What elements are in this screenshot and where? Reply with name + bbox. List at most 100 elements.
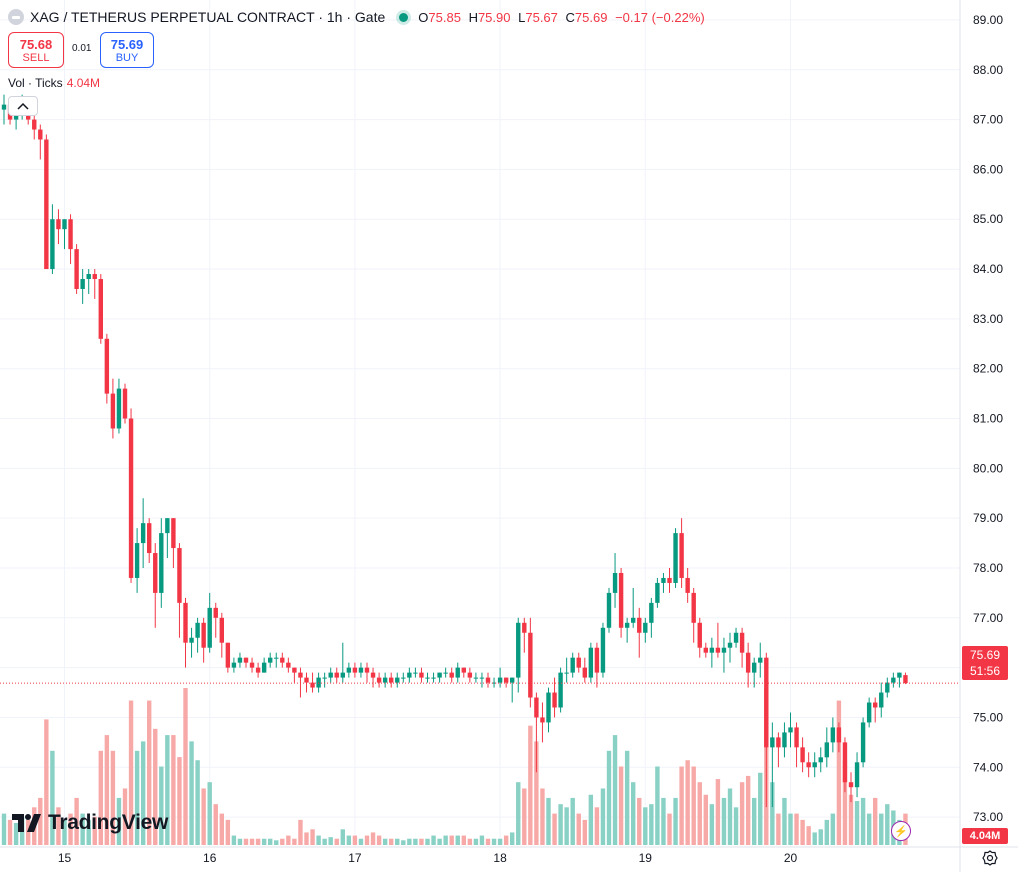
candle-body (848, 782, 854, 788)
candle-body (552, 692, 557, 708)
volume-bar (268, 838, 273, 845)
candle-body (134, 543, 140, 578)
volume-legend[interactable]: Vol · Ticks 4.04M (8, 76, 100, 90)
gear-icon[interactable] (982, 850, 998, 866)
volume-bar (866, 813, 872, 845)
candle-body (255, 667, 261, 673)
tradingview-logo[interactable]: TradingView (12, 811, 168, 835)
candle-body (643, 622, 648, 633)
candle-body (44, 139, 49, 270)
volume-bar (721, 797, 727, 845)
price-tick-label: 89.00 (973, 13, 1003, 27)
last-price-tag: 75.69 51:56 (962, 646, 1008, 680)
candle-body (165, 518, 170, 534)
candle-body (382, 677, 388, 683)
candle-body (177, 548, 182, 603)
volume-bar (219, 813, 224, 845)
candle-body (673, 533, 678, 583)
volume-bar (159, 766, 164, 845)
candle-body (594, 647, 600, 673)
candle-body (685, 577, 690, 593)
close-key: C (565, 9, 575, 25)
candle-body (830, 727, 836, 743)
volume-bar (806, 826, 811, 845)
volume-bar (770, 782, 775, 845)
volume-bar (74, 797, 79, 845)
candle-body (304, 677, 309, 683)
volume-bar (401, 840, 406, 845)
buy-button[interactable]: 75.69 BUY (100, 32, 154, 68)
candle-body (449, 672, 454, 678)
symbol-title[interactable]: XAG / TETHERUS PERPETUAL CONTRACT · 1h ·… (30, 9, 386, 25)
volume-bar (612, 735, 618, 845)
price-tick-label: 79.00 (973, 511, 1003, 525)
candle-body (818, 757, 823, 763)
candle-body (110, 393, 116, 429)
volume-bar (140, 741, 146, 845)
candle-body (703, 647, 708, 653)
candle-body (268, 657, 273, 663)
volume-bar (552, 813, 557, 845)
volume-bar (443, 835, 448, 845)
candle-body (116, 388, 122, 429)
volume-bar (455, 835, 460, 845)
sell-label: SELL (22, 51, 50, 64)
volume-bar (467, 838, 473, 845)
candle-body (431, 677, 436, 679)
lightning-icon[interactable]: ⚡ (891, 821, 911, 841)
candle-body (758, 657, 763, 663)
volume-bar (782, 797, 787, 845)
price-tick-label: 85.00 (973, 212, 1003, 226)
candle-body (140, 523, 146, 544)
symbol-logo-icon (8, 9, 24, 25)
time-axis[interactable]: 15 16 17 18 19 20 (58, 851, 798, 865)
price-tick-label: 74.00 (973, 760, 1003, 774)
volume-bar (679, 766, 684, 845)
price-axis[interactable]: 73.0074.0075.0076.0077.0078.0079.0080.00… (973, 13, 1003, 824)
volume-bar (606, 750, 612, 845)
candle-body (419, 672, 424, 678)
volume-bar (389, 838, 394, 845)
chevron-up-icon (17, 102, 29, 110)
price-tick-label: 88.00 (973, 63, 1003, 77)
volume-bar (800, 819, 805, 845)
chart-header: XAG / TETHERUS PERPETUAL CONTRACT · 1h ·… (8, 8, 709, 26)
buy-price: 75.69 (110, 36, 144, 52)
volume-bar (522, 788, 527, 845)
candle-body (606, 592, 612, 628)
candle-body (50, 219, 55, 270)
candle-body (401, 677, 406, 679)
candle-body (637, 617, 642, 633)
volume-bar (274, 840, 279, 845)
candle-body (389, 677, 394, 683)
market-status-icon[interactable] (399, 12, 409, 22)
volume-bar (50, 750, 55, 845)
sell-button[interactable]: 75.68 SELL (8, 32, 64, 68)
volume-bar (147, 700, 152, 845)
candle-body (189, 637, 194, 643)
candle-body (860, 722, 866, 763)
candle-body (624, 622, 630, 628)
volume-bar (68, 813, 73, 845)
candle-body (147, 523, 152, 554)
volume-bar (237, 838, 243, 845)
candle-body (92, 274, 97, 280)
open-value: 75.85 (428, 9, 461, 25)
volume-bar (794, 813, 799, 845)
volume-bar (510, 832, 515, 845)
volume-bar (86, 819, 91, 845)
volume-bar (44, 719, 49, 845)
candle-body (516, 622, 521, 678)
collapse-legend-button[interactable] (8, 96, 38, 116)
volume-bar (261, 838, 267, 845)
volume-bar (328, 837, 333, 845)
candle-body (86, 274, 91, 280)
candle-body (612, 572, 618, 593)
open-key: O (418, 9, 429, 25)
tradingview-logo-icon (12, 814, 41, 832)
volume-bar (298, 819, 303, 845)
candle-body (588, 647, 594, 678)
candle-body (631, 617, 636, 623)
volume-bar (661, 797, 666, 845)
